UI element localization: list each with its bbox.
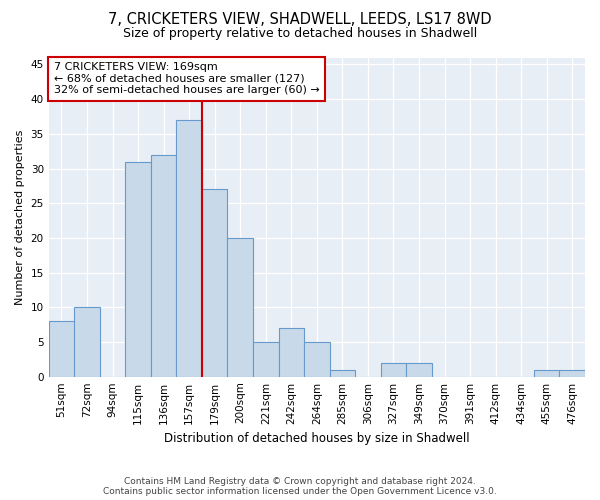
Bar <box>176 120 202 376</box>
Text: 7, CRICKETERS VIEW, SHADWELL, LEEDS, LS17 8WD: 7, CRICKETERS VIEW, SHADWELL, LEEDS, LS1… <box>108 12 492 28</box>
X-axis label: Distribution of detached houses by size in Shadwell: Distribution of detached houses by size … <box>164 432 470 445</box>
Text: Size of property relative to detached houses in Shadwell: Size of property relative to detached ho… <box>123 28 477 40</box>
Bar <box>406 363 432 376</box>
Text: Contains HM Land Registry data © Crown copyright and database right 2024.
Contai: Contains HM Land Registry data © Crown c… <box>103 476 497 496</box>
Bar <box>49 321 74 376</box>
Bar <box>253 342 278 376</box>
Bar <box>304 342 329 376</box>
Bar <box>125 162 151 376</box>
Text: 7 CRICKETERS VIEW: 169sqm
← 68% of detached houses are smaller (127)
32% of semi: 7 CRICKETERS VIEW: 169sqm ← 68% of detac… <box>54 62 320 96</box>
Bar <box>380 363 406 376</box>
Bar <box>534 370 559 376</box>
Bar <box>559 370 585 376</box>
Bar <box>74 308 100 376</box>
Bar <box>329 370 355 376</box>
Y-axis label: Number of detached properties: Number of detached properties <box>15 130 25 305</box>
Bar <box>278 328 304 376</box>
Bar <box>151 154 176 376</box>
Bar <box>227 238 253 376</box>
Bar <box>202 190 227 376</box>
